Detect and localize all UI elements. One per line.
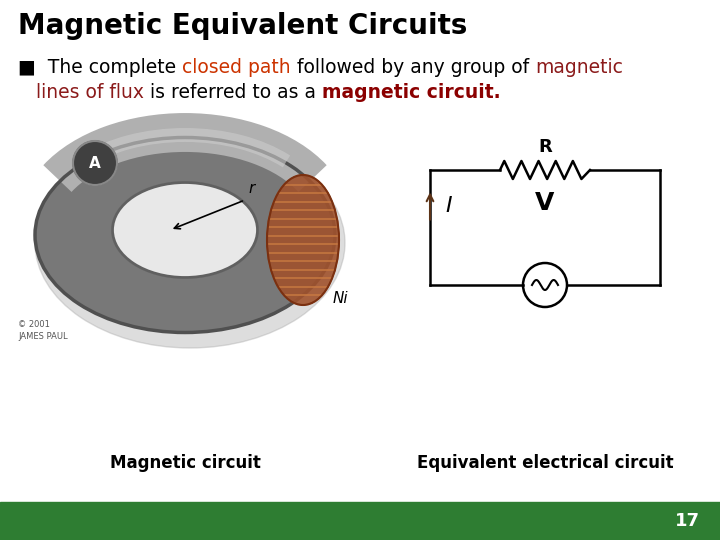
Text: lines of flux: lines of flux <box>18 83 144 102</box>
Text: Magnetic Equivalent Circuits: Magnetic Equivalent Circuits <box>18 12 467 40</box>
Text: closed path: closed path <box>182 58 291 77</box>
Circle shape <box>73 141 117 185</box>
Text: ■  The complete: ■ The complete <box>18 58 182 77</box>
Bar <box>0 502 720 540</box>
Ellipse shape <box>267 175 339 305</box>
Text: 17: 17 <box>675 512 700 530</box>
Text: followed by any group of: followed by any group of <box>291 58 535 77</box>
Text: I: I <box>445 195 451 215</box>
Ellipse shape <box>35 138 345 348</box>
Text: Ni: Ni <box>333 291 348 306</box>
Text: r: r <box>248 181 254 196</box>
Text: magnetic circuit.: magnetic circuit. <box>322 83 500 102</box>
Ellipse shape <box>112 183 258 278</box>
Text: Equivalent electrical circuit: Equivalent electrical circuit <box>417 454 673 472</box>
Text: © 2001
JAMES PAUL: © 2001 JAMES PAUL <box>18 320 68 341</box>
Text: Magnetic circuit: Magnetic circuit <box>109 454 261 472</box>
Text: R: R <box>538 138 552 156</box>
Ellipse shape <box>35 138 335 333</box>
Text: magnetic: magnetic <box>535 58 623 77</box>
Text: V: V <box>535 191 554 214</box>
Text: A: A <box>89 156 101 171</box>
Text: is referred to as a: is referred to as a <box>144 83 322 102</box>
